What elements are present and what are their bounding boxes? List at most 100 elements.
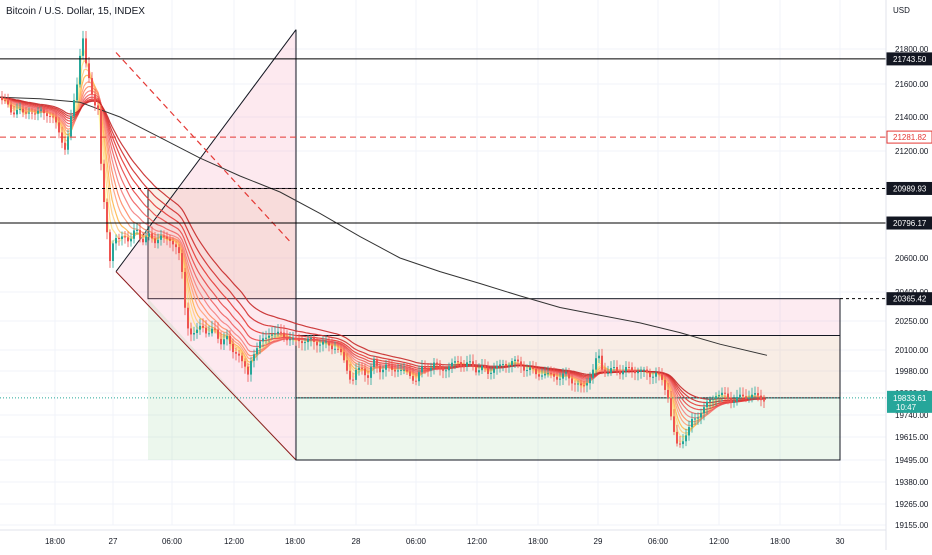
candle-body — [745, 396, 747, 399]
candle-body — [592, 369, 594, 378]
candle-body — [73, 100, 75, 117]
currency-label[interactable]: USD — [893, 6, 910, 15]
candle-body — [79, 55, 81, 85]
candle-body — [184, 271, 186, 308]
y-tick-label: 19380.00 — [895, 478, 929, 487]
candle-body — [241, 355, 243, 362]
candle-body — [67, 136, 69, 150]
candle-body — [1, 97, 3, 101]
candle-body — [643, 369, 645, 371]
y-tick-label: 20250.00 — [895, 317, 929, 326]
candle-body — [718, 395, 720, 397]
candle-body — [358, 367, 360, 370]
candle-body — [541, 375, 543, 377]
candle-body — [703, 407, 705, 414]
candle-body — [52, 116, 54, 118]
candle-body — [319, 344, 321, 346]
candle-body — [265, 337, 267, 339]
candle-body — [496, 366, 498, 369]
candle-body — [163, 235, 165, 237]
candle-body — [262, 338, 264, 342]
candle-body — [4, 100, 6, 102]
wedge-lower-edge — [115, 271, 297, 461]
candle-body — [460, 362, 462, 367]
candle-body — [355, 369, 357, 380]
candle-body — [64, 142, 66, 150]
candle-body — [436, 362, 438, 364]
candle-body — [670, 398, 672, 417]
candle-body — [97, 105, 99, 110]
x-tick-label: 18:00 — [285, 537, 306, 546]
candle-body — [574, 383, 576, 385]
candle-body — [268, 335, 270, 338]
candle-body — [181, 253, 183, 272]
candle-body — [637, 371, 639, 374]
candle-body — [250, 360, 252, 375]
candle-body — [613, 367, 615, 369]
candle-body — [553, 373, 555, 377]
y-tick-label: 21400.00 — [895, 113, 929, 122]
candle-body — [406, 369, 408, 372]
candle-body — [418, 372, 420, 382]
candle-body — [199, 325, 201, 330]
candle-body — [466, 362, 468, 367]
candle-body — [415, 380, 417, 382]
candle-body — [28, 112, 30, 114]
candle-body — [499, 364, 501, 367]
candle-body — [277, 331, 279, 334]
candle-body — [91, 78, 93, 95]
position-box-outline — [295, 298, 841, 461]
candle-body — [307, 338, 309, 343]
candle-body — [88, 63, 90, 79]
candle-body — [577, 383, 579, 385]
y-tick-label: 20100.00 — [895, 346, 929, 355]
diagonal-dashed-line — [115, 52, 293, 245]
candle-body — [169, 238, 171, 241]
candle-body — [685, 435, 687, 442]
candle-body — [739, 394, 741, 397]
candle-body — [34, 113, 36, 115]
symbol-title[interactable]: Bitcoin / U.S. Dollar, 15, INDEX — [6, 6, 145, 17]
candle-body — [409, 371, 411, 377]
candle-body — [469, 361, 471, 363]
candle-body — [646, 369, 648, 373]
candle-body — [673, 416, 675, 432]
candle-body — [292, 338, 294, 340]
candle-body — [205, 327, 207, 334]
candle-body — [682, 441, 684, 445]
candle-body — [340, 348, 342, 353]
candle-body — [367, 375, 369, 378]
price-level-tag-label: 21743.50 — [893, 55, 927, 64]
candle-body — [322, 341, 324, 345]
candle-body — [202, 325, 204, 328]
candle-body — [550, 373, 552, 375]
candle-body — [19, 108, 21, 110]
candle-body — [535, 368, 537, 375]
candle-body — [148, 233, 150, 237]
candle-body — [391, 365, 393, 370]
candle-body — [607, 372, 609, 374]
candle-body — [109, 232, 111, 262]
candle-body — [610, 368, 612, 373]
candle-body — [106, 202, 108, 233]
candle-body — [625, 366, 627, 372]
candle-body — [454, 361, 456, 363]
candle-body — [727, 393, 729, 399]
candle-body — [217, 329, 219, 339]
candle-body — [82, 38, 84, 56]
x-tick-label: 18:00 — [45, 537, 66, 546]
price-level-tag — [886, 181, 932, 195]
candle-body — [622, 371, 624, 375]
candle-body — [631, 367, 633, 372]
candle-body — [316, 341, 318, 346]
candle-body — [664, 379, 666, 390]
candle-body — [598, 355, 600, 359]
candle-body — [712, 398, 714, 400]
x-tick-label: 06:00 — [162, 537, 183, 546]
candle-body — [583, 385, 585, 387]
candle-body — [526, 370, 528, 372]
candle-body — [142, 238, 144, 243]
candle-body — [442, 368, 444, 371]
